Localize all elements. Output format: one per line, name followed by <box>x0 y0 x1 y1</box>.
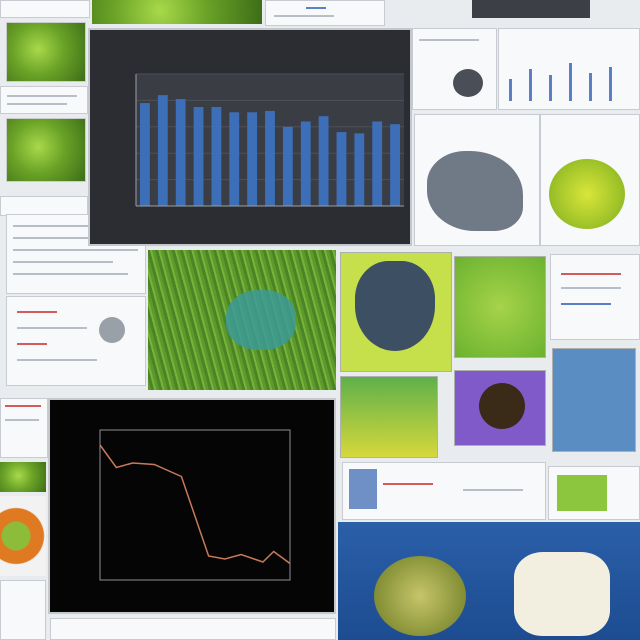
bar <box>318 116 329 206</box>
thumbnail-leaf-2 <box>6 118 86 182</box>
thumbnail-yellow-sample <box>340 376 438 458</box>
line-chart-frame <box>99 429 291 581</box>
thumbnail-plot-doc <box>342 462 546 520</box>
thumbnail-doc-3 <box>6 296 146 386</box>
bar <box>140 103 150 206</box>
bar <box>157 95 168 206</box>
thumbnail-top-left-doc <box>0 0 90 18</box>
thumbnail-doc-5 <box>0 580 46 640</box>
thumbnail-gray-tissue <box>414 114 540 246</box>
thumbnail-doc-1 <box>0 86 88 114</box>
thumbnail-doc-2 <box>0 196 88 216</box>
bar <box>354 133 365 206</box>
thumbnail-blue-tissue <box>552 348 636 452</box>
thumbnail-yellow-leaf <box>540 114 640 246</box>
thumbnail-leaf-3 <box>0 462 46 492</box>
thumbnail-grass-blue-stain <box>148 250 336 390</box>
bar-chart-panel <box>88 28 412 246</box>
bar <box>175 99 186 206</box>
line-chart <box>99 429 291 581</box>
bar <box>300 121 311 206</box>
line-series <box>99 444 291 565</box>
thumbnail-dark-fruit <box>340 252 452 372</box>
thumbnail-device-doc <box>412 28 497 110</box>
thumbnail-leaf-sections <box>338 522 640 640</box>
thumbnail-mini-bar-chart <box>498 28 640 110</box>
bar-chart <box>135 73 404 207</box>
bar <box>211 107 222 206</box>
bar <box>390 124 400 206</box>
thumbnail-table-2 <box>550 254 640 340</box>
bar <box>372 121 383 206</box>
thumbnail-top-doc <box>265 0 385 26</box>
bar <box>265 110 275 206</box>
thumbnail-bottom-strip <box>50 618 336 640</box>
bar <box>282 126 293 206</box>
thumbnail-green-culture <box>454 256 546 358</box>
thumbnail-leaf-1 <box>6 22 86 82</box>
thumbnail-top-right-screen <box>472 0 590 18</box>
bar <box>247 112 258 206</box>
bar <box>229 112 240 206</box>
thumbnail-purple-seed <box>454 370 546 446</box>
thumbnail-orange-leaf <box>0 496 46 576</box>
bar <box>336 132 347 206</box>
line-chart-panel <box>48 398 336 614</box>
thumbnail-doc-4 <box>0 398 48 458</box>
thumbnail-leaf-4 <box>548 466 640 520</box>
bar <box>193 107 204 206</box>
thumbnail-top-leaf <box>92 0 262 24</box>
